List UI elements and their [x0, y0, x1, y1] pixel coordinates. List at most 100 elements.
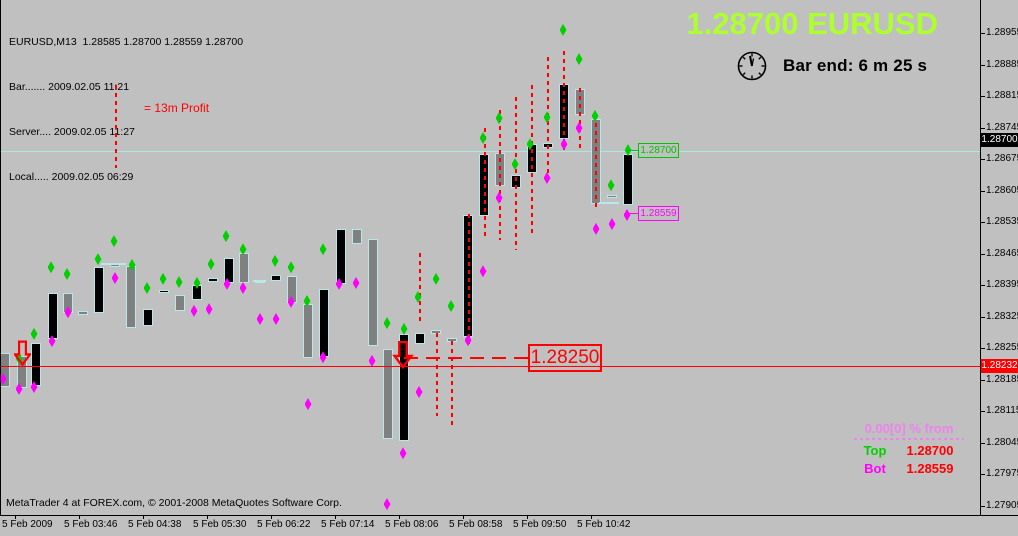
green-signal-diamond — [175, 276, 183, 289]
magenta-signal-diamond — [205, 303, 213, 316]
bar-time-line: Bar....... 2009.02.05 11:21 — [9, 81, 130, 93]
time-axis-label: 5 Feb 08:58 — [449, 519, 503, 530]
current-quote-text: 1.28700 EURUSD — [686, 6, 938, 41]
price-tag-box[interactable]: 1.28559 — [638, 206, 679, 221]
close-price-dash — [113, 263, 126, 265]
price-axis-tick — [980, 474, 985, 476]
candle-bar — [48, 293, 58, 340]
price-axis-tick — [980, 285, 985, 287]
magenta-signal-diamond — [287, 295, 295, 308]
candle-bar — [319, 289, 329, 358]
sell-down-arrow-icon[interactable] — [390, 340, 416, 370]
time-axis-label: 5 Feb 07:14 — [321, 519, 375, 530]
green-signal-diamond — [319, 243, 327, 256]
green-signal-diamond — [432, 272, 440, 285]
time-axis-tick — [463, 515, 464, 519]
price-tag-connector — [630, 150, 638, 151]
green-signal-diamond — [143, 281, 151, 294]
magenta-signal-diamond — [560, 138, 568, 151]
magenta-signal-diamond — [335, 277, 343, 290]
time-axis-tick — [79, 515, 80, 519]
price-axis-tick — [980, 505, 985, 507]
stop-level-line[interactable] — [1, 366, 980, 367]
price-axis-tick — [980, 33, 985, 34]
candle-bar — [126, 266, 136, 329]
green-signal-diamond — [591, 109, 599, 122]
entry-price-label[interactable]: 1.28250 — [528, 344, 602, 372]
session-dashed-vline — [115, 85, 117, 168]
candle-bar — [224, 258, 234, 283]
sell-down-arrow-icon[interactable] — [12, 339, 33, 368]
candle-bar — [607, 195, 617, 199]
magenta-signal-diamond — [368, 354, 376, 367]
session-dashed-vline — [563, 51, 565, 150]
candle-bar — [303, 304, 313, 359]
price-axis-label: 1.28325 — [986, 310, 1018, 322]
price-axis-tick — [980, 222, 985, 224]
price-axis-tick — [980, 127, 985, 129]
candle-bar — [1, 352, 10, 388]
ohlc-info: EURUSD,M13 1.28585 1.28700 1.28559 1.287… — [9, 5, 243, 215]
time-axis-tick — [207, 515, 208, 519]
session-dashed-vline — [515, 97, 517, 250]
session-dashed-vline — [499, 110, 501, 240]
session-dashed-vline — [595, 115, 597, 207]
green-signal-diamond — [30, 327, 38, 340]
price-tag-box[interactable]: 1.28700 — [638, 143, 679, 158]
green-signal-diamond — [110, 235, 118, 248]
price-axis-label: 1.28675 — [986, 153, 1018, 165]
time-axis-tick — [527, 515, 528, 519]
magenta-signal-diamond — [272, 313, 280, 326]
time-axis-tick — [15, 515, 16, 519]
green-signal-diamond — [193, 276, 201, 289]
copyright-text: MetaTrader 4 at FOREX.com, © 2001-2008 M… — [6, 497, 342, 509]
magenta-signal-diamond — [383, 498, 391, 511]
candle-bar — [415, 332, 425, 345]
magenta-signal-diamond — [399, 447, 407, 460]
magenta-signal-diamond — [608, 217, 616, 230]
green-signal-diamond — [607, 179, 615, 192]
price-tag-connector — [629, 213, 638, 214]
ohlc-info-line: EURUSD,M13 1.28585 1.28700 1.28559 1.287… — [9, 36, 244, 48]
green-signal-diamond — [159, 272, 167, 285]
candle-bar — [94, 267, 104, 314]
magenta-signal-diamond — [256, 313, 264, 326]
bot-label: Bot — [864, 461, 886, 476]
chart-area[interactable]: EURUSD,M13 1.28585 1.28700 1.28559 1.287… — [0, 0, 981, 515]
time-axis-label: 5 Feb 08:06 — [385, 519, 439, 530]
candle-bar — [159, 290, 169, 294]
price-axis-label: 1.28465 — [986, 247, 1018, 259]
candle-bar — [31, 343, 41, 387]
time-axis-tick — [591, 515, 592, 519]
green-signal-diamond — [47, 261, 55, 274]
green-signal-diamond — [128, 258, 136, 271]
candle-bar — [336, 229, 346, 285]
entry-dashed-hline — [404, 357, 528, 359]
price-axis-label: 1.28535 — [986, 216, 1018, 228]
magenta-signal-diamond — [239, 281, 247, 294]
session-dashed-vline — [451, 341, 453, 425]
top-value: 1.28700 — [906, 443, 954, 458]
stats-divider — [854, 438, 964, 440]
green-signal-diamond — [222, 230, 230, 243]
axis-price-marker: 1.28700 — [981, 133, 1018, 147]
close-price-dash — [101, 263, 113, 265]
candle-bar — [143, 309, 153, 327]
price-axis-tick — [980, 379, 985, 381]
green-signal-diamond — [624, 144, 632, 157]
price-axis-tick — [980, 96, 985, 98]
green-signal-diamond — [63, 267, 71, 280]
bar-countdown: Bar end: 6 m 25 s — [735, 49, 927, 83]
level-line-1-28700[interactable] — [1, 151, 980, 152]
price-axis-label: 1.28115 — [986, 405, 1018, 417]
magenta-signal-diamond — [543, 172, 551, 185]
session-dashed-vline — [419, 253, 421, 325]
time-axis-label: 5 Feb 2009 — [2, 519, 53, 530]
price-axis-tick — [980, 348, 985, 350]
clock-icon — [737, 51, 767, 81]
candle-bar — [383, 349, 393, 440]
green-signal-diamond — [207, 258, 215, 271]
bot-value: 1.28559 — [906, 461, 954, 476]
candle-bar — [352, 229, 362, 245]
price-axis-label: 1.27975 — [986, 468, 1018, 480]
